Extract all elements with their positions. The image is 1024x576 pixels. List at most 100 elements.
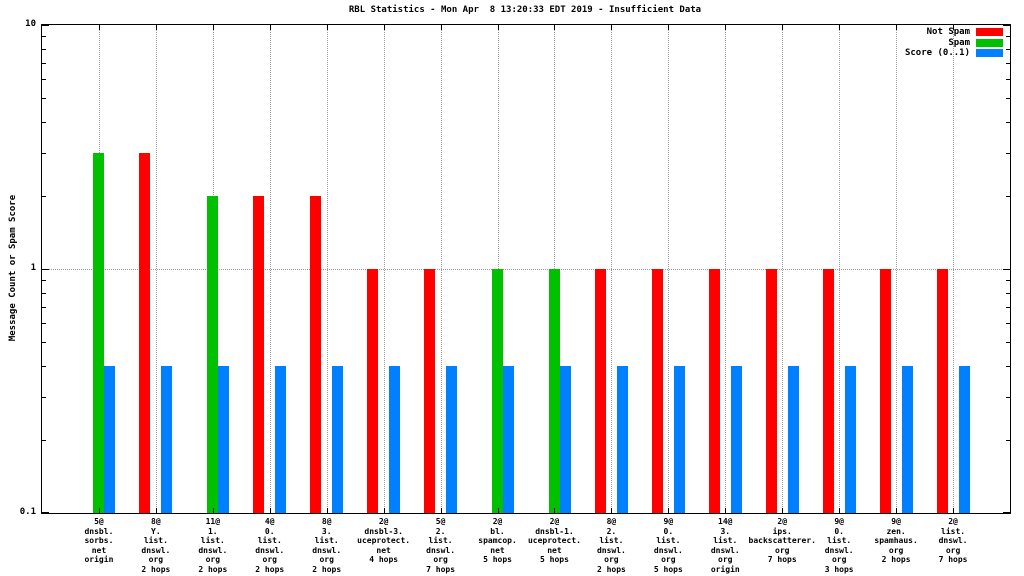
y-major-tick: [42, 269, 49, 270]
x-tick-top: [155, 25, 157, 30]
x-category-label: 4@ 0. list. dnswl. org 2 hops: [255, 517, 285, 574]
x-category-label: 2@ dnsbl-1. uceprotect. net 5 hops: [527, 517, 581, 564]
x-tick-top: [725, 25, 727, 30]
gridline-vertical: [725, 25, 727, 513]
y-major-tick: [1003, 269, 1010, 270]
y-minor-tick: [1006, 36, 1010, 38]
x-category-label: 2@ ips. backscatterer. org 7 hops: [748, 517, 816, 564]
legend-item: Score (0..1): [905, 48, 1003, 59]
x-category-label: 14@ 3. list. dnswl. org origin: [710, 517, 740, 574]
bar-score-0-1-: [958, 366, 970, 513]
legend-color-swatch: [976, 38, 1003, 47]
x-tick-bottom: [98, 508, 100, 513]
x-category-label: 11@ 1. list. dnswl. org 2 hops: [198, 517, 228, 574]
y-tick-label: 10: [25, 19, 36, 29]
x-tick-top: [440, 25, 442, 30]
x-category-label: 8@ 3. list. dnswl. org 2 hops: [312, 517, 342, 574]
y-minor-tick: [42, 323, 46, 325]
bar-not-spam: [139, 152, 151, 513]
x-tick-top: [953, 25, 955, 30]
gridline-vertical: [668, 25, 670, 513]
bar-score-0-1-: [844, 366, 856, 513]
bar-not-spam: [936, 269, 948, 513]
bar-not-spam: [708, 269, 720, 513]
y-minor-tick: [1006, 195, 1010, 197]
bar-not-spam: [367, 269, 379, 513]
y-minor-tick: [1006, 306, 1010, 308]
bar-not-spam: [310, 195, 322, 513]
bar-score-0-1-: [446, 366, 458, 513]
y-minor-tick: [42, 36, 46, 38]
x-tick-bottom: [212, 508, 214, 513]
bar-score-0-1-: [104, 366, 116, 513]
y-minor-tick: [42, 122, 46, 124]
gridline-vertical: [953, 25, 955, 513]
plot-area: [41, 24, 1011, 514]
x-category-label: 9@ 0. list. dnswl. org 5 hops: [653, 517, 683, 574]
y-minor-tick: [42, 292, 46, 294]
y-minor-tick: [1006, 48, 1010, 50]
bar-not-spam: [765, 269, 777, 513]
x-tick-bottom: [326, 508, 328, 513]
y-minor-tick: [1006, 152, 1010, 154]
bar-not-spam: [651, 269, 663, 513]
legend-item-label: Spam: [948, 37, 970, 48]
x-category-label: 5@ dnsbl. sorbs. net origin: [84, 517, 114, 564]
y-minor-tick: [1006, 79, 1010, 81]
x-tick-bottom: [896, 508, 898, 513]
x-tick-top: [98, 25, 100, 30]
x-tick-top: [497, 25, 499, 30]
x-axis-labels: 5@ dnsbl. sorbs. net origin 8@ Y. list. d…: [42, 517, 1010, 576]
y-major-tick: [42, 25, 49, 26]
bar-spam: [548, 269, 560, 513]
chart-title: RBL Statistics - Mon Apr 8 13:20:33 EDT …: [348, 5, 702, 15]
bar-score-0-1-: [730, 366, 742, 513]
gridline-horizontal: [42, 269, 1010, 270]
gridline-vertical: [611, 25, 613, 513]
y-minor-tick: [1006, 342, 1010, 344]
x-tick-top: [839, 25, 841, 30]
bar-score-0-1-: [332, 366, 344, 513]
y-tick-label: 1: [30, 263, 36, 273]
x-tick-bottom: [383, 508, 385, 513]
y-minor-tick: [1006, 396, 1010, 398]
gridline-vertical: [839, 25, 841, 513]
legend-item-label: Score (0..1): [904, 48, 970, 59]
x-category-label: 2@ list. dnswl. org 7 hops: [938, 517, 968, 564]
bar-score-0-1-: [389, 366, 401, 513]
bar-not-spam: [253, 195, 265, 513]
x-category-label: 8@ 2. list. dnswl. org 2 hops: [596, 517, 626, 574]
bar-score-0-1-: [901, 366, 913, 513]
y-minor-tick: [42, 62, 46, 64]
y-major-tick: [1003, 512, 1010, 513]
gridline-vertical: [782, 25, 784, 513]
y-minor-tick: [42, 366, 46, 368]
bar-not-spam: [879, 269, 891, 513]
legend-item: Not Spam: [905, 27, 1003, 38]
x-category-label: 5@ 2. list. dnswl. org 7 hops: [426, 517, 456, 574]
x-category-label: 8@ Y. list. dnswl. org 2 hops: [141, 517, 171, 574]
gridline-vertical: [896, 25, 898, 513]
x-category-label: 2@ bl. spamcop. net 5 hops: [478, 517, 517, 564]
x-tick-top: [782, 25, 784, 30]
legend-color-swatch: [976, 49, 1003, 58]
x-tick-bottom: [611, 508, 613, 513]
gridline-vertical: [155, 25, 157, 513]
x-category-label: 9@ zen. spamhaus. org 2 hops: [874, 517, 918, 564]
y-major-tick: [42, 512, 49, 513]
y-minor-tick: [1006, 280, 1010, 282]
x-tick-top: [326, 25, 328, 30]
bar-not-spam: [822, 269, 834, 513]
y-major-tick: [1003, 25, 1010, 26]
y-minor-tick: [1006, 98, 1010, 100]
gridline-vertical: [326, 25, 328, 513]
y-minor-tick: [1006, 439, 1010, 441]
y-minor-tick: [42, 98, 46, 100]
gridline-vertical: [440, 25, 442, 513]
x-tick-bottom: [497, 508, 499, 513]
y-tick-label: 0.1: [19, 507, 36, 517]
bar-not-spam: [424, 269, 436, 513]
gridline-vertical: [269, 25, 271, 513]
y-minor-tick: [42, 48, 46, 50]
x-tick-bottom: [155, 508, 157, 513]
